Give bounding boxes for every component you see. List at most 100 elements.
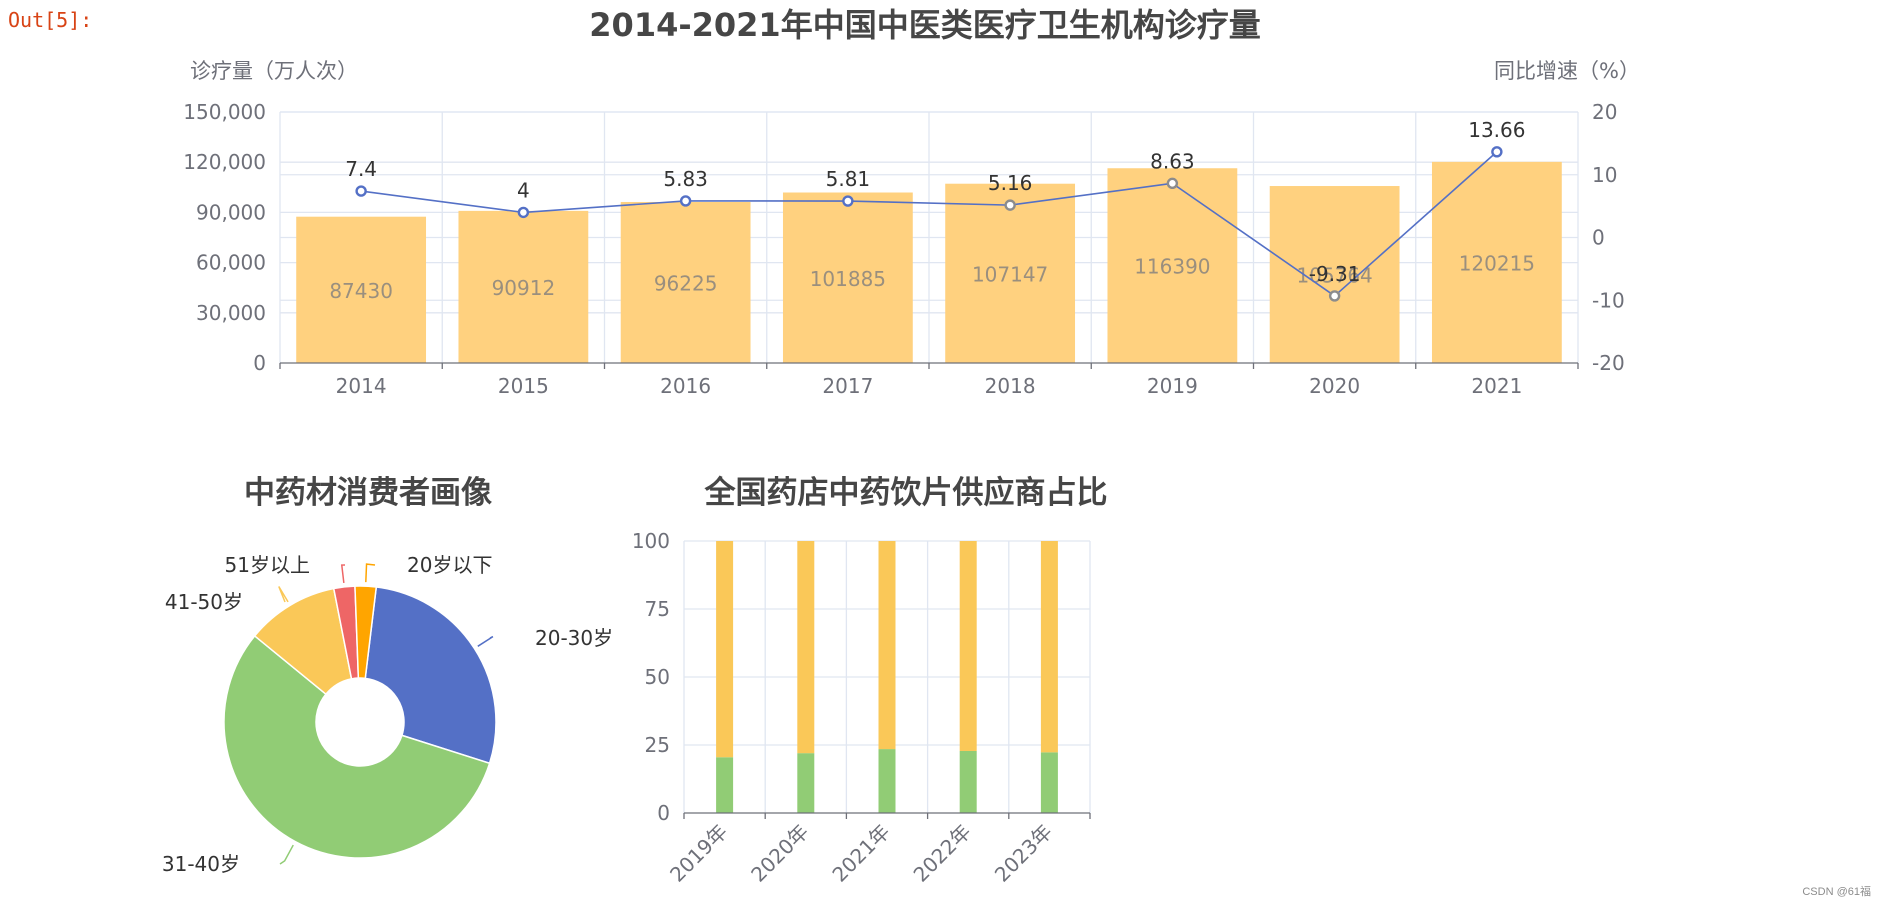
chart1-x-tick-label: 2017	[822, 374, 873, 398]
cell-output-label: Out[5]:	[8, 8, 93, 32]
chart3-bar-segment	[878, 541, 896, 750]
chart1-x-tick-label: 2016	[660, 374, 711, 398]
chart3-bar-segment	[959, 750, 977, 813]
chart1-bar-label: 87430	[329, 279, 393, 303]
chart3-bar-segment	[716, 541, 734, 758]
chart1-y2-tick-label: -10	[1592, 288, 1625, 312]
chart2-pie-slice	[354, 585, 378, 680]
chart2-title: 中药材消费者画像	[244, 475, 492, 511]
chart2-slice-label: 20岁以下	[407, 553, 492, 577]
chart3-title: 全国药店中药饮片供应商占比	[704, 475, 1108, 511]
chart3-bar-segment	[959, 541, 977, 751]
chart1-bar	[620, 201, 751, 363]
chart2-label-line	[278, 586, 289, 603]
chart1-y-tick-label: 60,000	[196, 251, 266, 275]
chart1-x-tick-label: 2015	[498, 374, 549, 398]
chart1-y2-tick-label: 10	[1592, 163, 1617, 187]
chart3-y-tick-label: 75	[645, 597, 670, 621]
chart1-line-segment	[1334, 151, 1498, 297]
chart3-y-tick-label: 25	[645, 733, 670, 757]
chart1-title: 2014-2021年中国中医类医疗卫生机构诊疗量	[589, 6, 1260, 44]
chart1-x-tick-label: 2021	[1471, 374, 1522, 398]
chart1-line-segment	[361, 190, 524, 214]
chart1-bar-label: 90912	[492, 276, 556, 300]
chart1-line-label: -9.31	[1309, 262, 1361, 286]
chart1-bar-label: 120215	[1459, 251, 1535, 275]
chart1-y2-tick-label: -20	[1592, 351, 1625, 375]
chart1-y-tick-label: 0	[253, 351, 266, 375]
chart1-bar-label: 116390	[1134, 255, 1210, 279]
chart3-x-tick-label: 2023年	[990, 820, 1057, 887]
chart1-right-axis-name: 同比增速（%）	[1494, 59, 1640, 83]
chart3-bar-segment	[1040, 752, 1058, 813]
chart1-x-tick-label: 2019	[1147, 374, 1198, 398]
chart3-bar-segment	[797, 541, 815, 754]
chart3-y-tick-label: 50	[645, 665, 670, 689]
chart1-y-tick-label: 120,000	[183, 150, 266, 174]
chart1-line-segment	[847, 200, 1011, 206]
chart1-left-axis-name: 诊疗量（万人次）	[190, 59, 358, 83]
chart1-line-segment	[1171, 182, 1336, 297]
chart2-pie-slice	[364, 586, 497, 765]
chart1-line-segment	[1010, 182, 1173, 206]
chart1-bar	[458, 210, 589, 363]
chart1-line-label: 5.81	[826, 167, 871, 191]
chart2-label-line	[279, 844, 294, 865]
chart1-bar-label: 107147	[972, 262, 1048, 286]
chart1-x-tick-label: 2018	[985, 374, 1036, 398]
chart1-bar	[782, 192, 913, 363]
chart1-line-point	[1491, 146, 1503, 158]
watermark: CSDN @61福	[1802, 886, 1871, 898]
chart1-line-point	[517, 206, 530, 219]
chart2-label-line	[365, 563, 376, 583]
chart3-bar-segment	[1040, 541, 1058, 753]
chart1-y-tick-label: 150,000	[183, 100, 266, 124]
chart1-line-segment	[523, 200, 686, 214]
chart1-line-point	[842, 195, 854, 207]
chart1-y-tick-label: 90,000	[196, 200, 266, 224]
chart3-x-tick-label: 2020年	[746, 820, 813, 887]
chart3-x-tick-label: 2022年	[909, 820, 976, 887]
chart1-y2-tick-label: 0	[1592, 226, 1605, 250]
chart3-bar-segment	[878, 749, 896, 813]
chart1-line-label: 5.83	[663, 167, 708, 191]
chart3-y-tick-label: 0	[657, 801, 670, 825]
chart1-x-tick-label: 2014	[336, 374, 387, 398]
chart2-label-line	[340, 564, 346, 584]
chart1-bar-label: 101885	[810, 267, 886, 291]
chart2-slice-label: 31-40岁	[162, 852, 240, 876]
chart1-bar	[1431, 161, 1562, 363]
chart3-y-tick-label: 100	[632, 529, 670, 553]
chart2-slice-label: 20-30岁	[535, 626, 613, 650]
chart3-bar-segment	[797, 753, 815, 813]
chart1-bar	[1107, 168, 1238, 363]
chart2-slice-label: 51岁以上	[225, 553, 310, 577]
chart1-line-point	[1166, 177, 1179, 190]
chart-clinic-visits: 2014-2021年中国中医类医疗卫生机构诊疗量 诊疗量（万人次） 同比增速（%…	[183, 6, 1640, 398]
chart1-line-point	[355, 185, 367, 197]
chart1-bar	[296, 216, 427, 363]
chart3-x-tick-label: 2019年	[665, 820, 732, 887]
chart1-line-point	[1328, 290, 1341, 302]
chart1-line-label: 8.63	[1150, 149, 1195, 173]
chart1-line-point	[679, 195, 692, 207]
chart1-y2-tick-label: 20	[1592, 100, 1617, 124]
chart1-line-point	[1004, 199, 1016, 211]
chart1-line-label: 5.16	[988, 171, 1033, 195]
chart1-x-tick-label: 2020	[1309, 374, 1360, 398]
chart3-x-tick-label: 2021年	[827, 820, 894, 887]
chart3-bar-segment	[716, 757, 734, 813]
chart2-slice-label: 41-50岁	[165, 590, 243, 614]
chart1-y-tick-label: 30,000	[196, 301, 266, 325]
chart1-line-label: 13.66	[1468, 118, 1525, 142]
chart1-bar	[1269, 186, 1400, 363]
chart1-line-label: 4	[517, 178, 530, 202]
chart1-line-label: 7.4	[345, 157, 377, 181]
chart-consumer-profile: 中药材消费者画像 20-30岁 31-40岁 41-50岁 51岁以上 20岁以下	[162, 475, 613, 876]
chart2-label-line	[477, 635, 494, 647]
chart1-bar-label: 96225	[654, 271, 718, 295]
chart1-bar-label: 105764	[1296, 264, 1372, 288]
chart2-pie-slice	[223, 634, 491, 859]
